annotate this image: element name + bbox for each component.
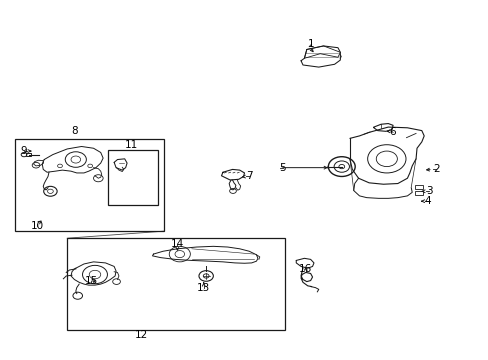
Text: 3: 3 (425, 186, 431, 196)
Text: 1: 1 (307, 39, 314, 49)
Bar (108, 150, 158, 205)
Text: 11: 11 (125, 140, 138, 150)
Text: 9: 9 (20, 146, 27, 156)
Bar (67, 238, 285, 330)
Text: 12: 12 (135, 329, 148, 339)
Text: 2: 2 (432, 165, 439, 174)
Text: 13: 13 (197, 283, 210, 293)
Text: 5: 5 (279, 163, 285, 173)
Bar (414, 191, 423, 195)
Bar (16, 139, 163, 231)
Bar (26, 153, 31, 156)
Bar (414, 185, 423, 189)
Text: 15: 15 (84, 275, 98, 285)
Text: 16: 16 (299, 264, 312, 274)
Text: 7: 7 (245, 171, 252, 181)
Text: 4: 4 (424, 196, 430, 206)
Text: 6: 6 (389, 127, 396, 138)
Text: 14: 14 (170, 239, 183, 248)
Text: 8: 8 (71, 126, 78, 136)
Text: 10: 10 (31, 221, 44, 231)
